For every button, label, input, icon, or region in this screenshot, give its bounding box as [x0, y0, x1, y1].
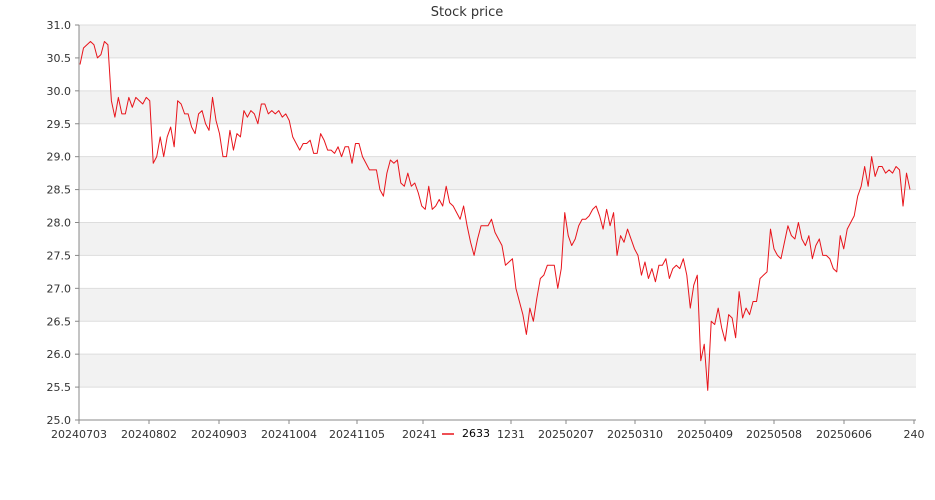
background-band [79, 90, 916, 124]
x-tick-label: 202412 [402, 428, 444, 441]
background-band [79, 354, 916, 388]
plot-background-bands [79, 25, 916, 388]
y-tick-label: 25.5 [47, 381, 72, 394]
x-tick-label: 20241004 [261, 428, 317, 441]
y-tick-label: 26.5 [47, 315, 72, 328]
y-tick-label: 27.5 [47, 249, 72, 262]
legend-label-2633: 2633 [462, 427, 490, 440]
y-axis-ticks: 31.0 30.5 30.0 29.5 29.0 28.5 28.0 27.5 27.0 26.5… [47, 19, 79, 427]
y-tick-label: 30.0 [47, 85, 72, 98]
series-layer [79, 40, 911, 391]
y-tick-label: 28.0 [47, 217, 72, 230]
x-tick-label: 20250409 [677, 428, 733, 441]
legend-background [436, 424, 498, 442]
x-tick-label: 20250508 [746, 428, 802, 441]
background-band [79, 25, 916, 58]
background-band [79, 222, 916, 256]
y-tick-label: 30.5 [47, 52, 72, 65]
chart-title: Stock price [431, 5, 503, 20]
y-tick-label: 29.5 [47, 118, 72, 131]
y-tick-label: 29.0 [47, 151, 72, 164]
x-tick-label: 20250606 [816, 428, 872, 441]
y-tick-label: 31.0 [47, 19, 72, 32]
y-tick-label: 27.0 [47, 282, 72, 295]
x-tick-label: 20250207 [538, 428, 594, 441]
x-tick-label: 20241105 [329, 428, 385, 441]
y-tick-label: 25.0 [47, 414, 72, 427]
x-tick-label: 240 [904, 428, 925, 441]
x-tick-label: 1231 [497, 428, 525, 441]
series-line-2633 [79, 40, 911, 391]
x-tick-label: 20250310 [607, 428, 663, 441]
x-tick-label: 20240903 [191, 428, 247, 441]
y-tick-label: 28.5 [47, 184, 72, 197]
y-tick-label: 26.0 [47, 348, 72, 361]
background-band [79, 288, 916, 322]
x-tick-label: 20240703 [51, 428, 107, 441]
gridlines [79, 24, 916, 421]
x-tick-label: 20240802 [121, 428, 177, 441]
legend: 2633 [436, 424, 498, 442]
background-band [79, 156, 916, 190]
x-axis-ticks: 20240703 20240802 20240903 20241004 20241105… [51, 420, 925, 441]
